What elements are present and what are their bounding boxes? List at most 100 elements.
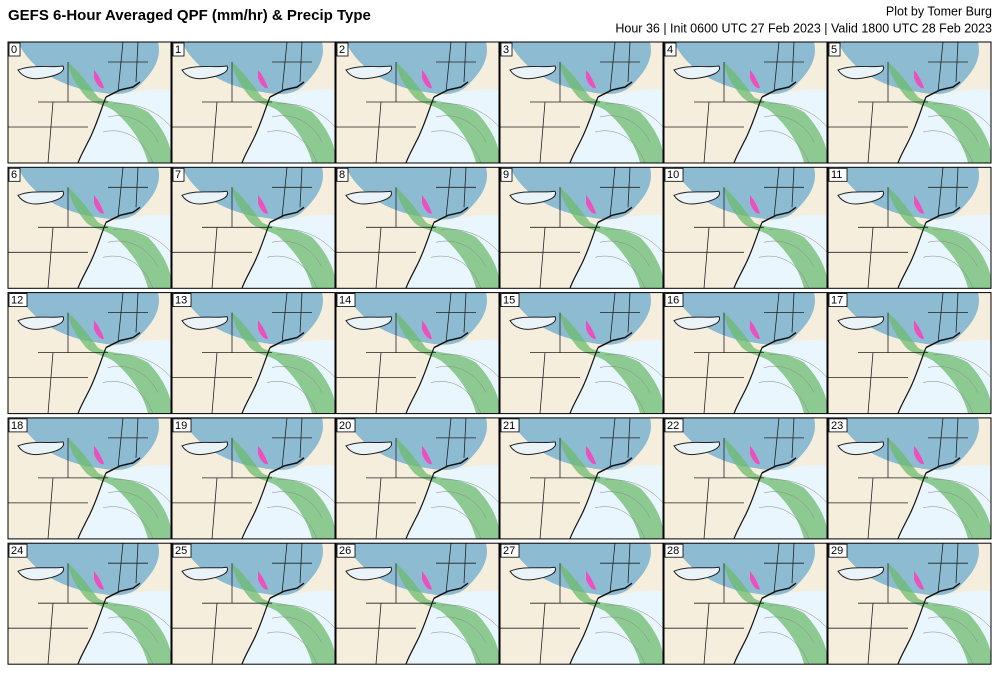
map-content <box>172 167 335 289</box>
map-image <box>828 167 991 289</box>
map-content <box>500 543 663 665</box>
map-image <box>664 292 827 414</box>
panel-label: 20 <box>339 420 351 432</box>
panel-border <box>171 542 336 665</box>
panel-label: 12 <box>11 295 23 307</box>
label-box <box>172 293 192 308</box>
map-image <box>8 167 171 289</box>
map-content <box>500 167 663 289</box>
panel-label: 13 <box>175 295 187 307</box>
map-content <box>172 417 335 539</box>
map-image <box>828 417 991 539</box>
map-image <box>500 42 663 163</box>
map-image <box>172 417 335 539</box>
map-image <box>336 167 499 289</box>
label-box <box>664 293 684 308</box>
map-panel: 20 <box>335 417 500 540</box>
map-content <box>664 417 827 539</box>
map-panel: 1 <box>171 41 336 164</box>
map-panel: 29 <box>827 542 992 665</box>
panel-border <box>827 41 992 164</box>
map-image <box>664 417 827 539</box>
panel-border <box>499 41 664 164</box>
panel-border <box>171 417 336 540</box>
map-panel: 6 <box>7 166 172 289</box>
map-image <box>8 292 171 414</box>
panel-label: 1 <box>175 44 181 56</box>
label-box <box>172 543 192 558</box>
label-box <box>500 418 520 433</box>
panel-label: 16 <box>667 295 679 307</box>
map-image <box>8 42 171 163</box>
panel-label: 3 <box>503 44 509 56</box>
label-box <box>336 42 349 57</box>
map-content <box>664 42 827 163</box>
label-box <box>664 167 684 182</box>
panel-border <box>663 41 828 164</box>
label-box <box>664 418 684 433</box>
panel-label: 2 <box>339 44 345 56</box>
map-panel: 9 <box>499 166 664 289</box>
panel-border <box>499 542 664 665</box>
label-box <box>172 167 185 182</box>
map-content <box>8 543 171 665</box>
label-box <box>500 42 513 57</box>
panel-label: 21 <box>503 420 515 432</box>
label-box <box>828 418 848 433</box>
map-panel: 11 <box>827 166 992 289</box>
map-panel: 21 <box>499 417 664 540</box>
map-content <box>664 167 827 289</box>
map-content <box>336 417 499 539</box>
panel-border <box>663 292 828 415</box>
label-box <box>336 293 356 308</box>
panel-border <box>171 41 336 164</box>
map-image <box>172 167 335 289</box>
panel-border <box>7 542 172 665</box>
subtitle: Hour 36 | Init 0600 UTC 27 Feb 2023 | Va… <box>615 21 992 35</box>
label-box <box>500 167 513 182</box>
label-box <box>8 418 28 433</box>
title: GEFS 6-Hour Averaged QPF (mm/hr) & Preci… <box>8 7 371 24</box>
panel-label: 4 <box>667 44 673 56</box>
map-panel: 12 <box>7 292 172 415</box>
panel-label: 29 <box>831 545 843 557</box>
panel-label: 28 <box>667 545 679 557</box>
map-content <box>828 167 991 289</box>
credit: Plot by Tomer Burg <box>886 4 992 18</box>
map-panel: 18 <box>7 417 172 540</box>
panel-label: 18 <box>11 420 23 432</box>
label-box <box>8 293 28 308</box>
map-image <box>828 292 991 414</box>
map-image <box>500 167 663 289</box>
panel-label: 14 <box>339 295 351 307</box>
panel-border <box>171 166 336 289</box>
map-panel: 23 <box>827 417 992 540</box>
map-panel: 3 <box>499 41 664 164</box>
map-panel: 22 <box>663 417 828 540</box>
map-content <box>8 167 171 289</box>
map-panel: 27 <box>499 542 664 665</box>
map-image <box>336 42 499 163</box>
panel-border <box>7 292 172 415</box>
map-content <box>336 42 499 163</box>
label-box <box>8 167 21 182</box>
panel-label: 6 <box>11 169 17 181</box>
panel-border <box>663 166 828 289</box>
label-box <box>828 167 848 182</box>
label-box <box>8 42 21 57</box>
panel-border <box>171 292 336 415</box>
map-image <box>664 543 827 665</box>
panel-border <box>499 292 664 415</box>
map-panel: 16 <box>663 292 828 415</box>
map-content <box>336 543 499 665</box>
map-content <box>828 42 991 163</box>
map-content <box>828 292 991 414</box>
map-panel: 26 <box>335 542 500 665</box>
panel-label: 25 <box>175 545 187 557</box>
panel-border <box>335 166 500 289</box>
label-box <box>664 543 684 558</box>
panel-border <box>499 166 664 289</box>
panel-border <box>827 166 992 289</box>
panel-border <box>499 417 664 540</box>
panel-border <box>335 292 500 415</box>
